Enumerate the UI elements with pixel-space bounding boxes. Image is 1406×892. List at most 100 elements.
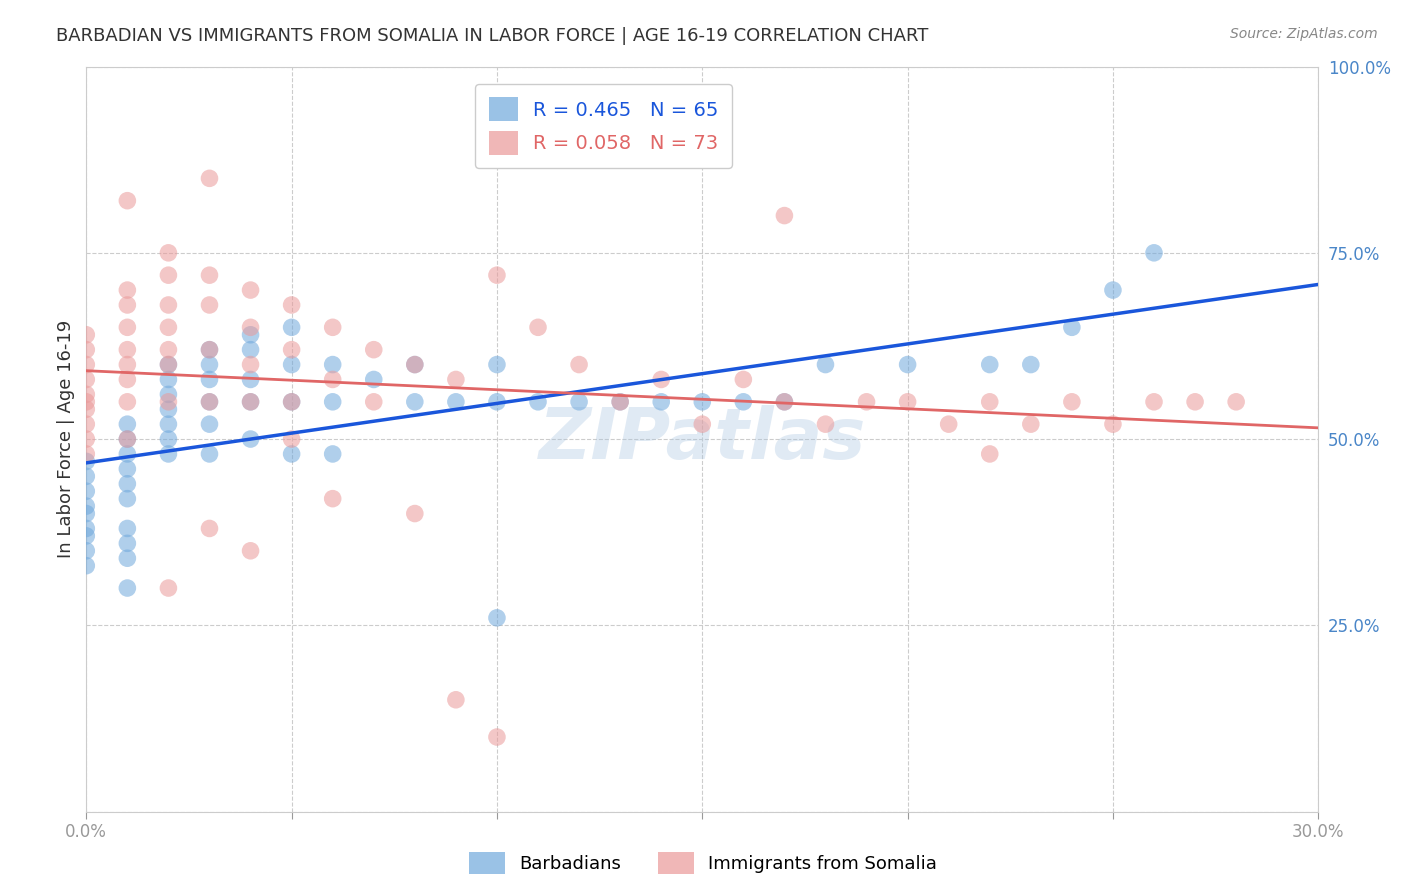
Immigrants from Somalia (1184, 394, 1206, 409)
Immigrants from Somalia (650, 372, 672, 386)
Immigrants from Somalia (75, 358, 97, 372)
Legend: Barbadians, Immigrants from Somalia: Barbadians, Immigrants from Somalia (460, 843, 946, 883)
Immigrants from Somalia (444, 372, 467, 386)
Barbadians (773, 394, 796, 409)
Barbadians (814, 358, 837, 372)
Barbadians (198, 372, 221, 386)
Immigrants from Somalia (855, 394, 877, 409)
Immigrants from Somalia (198, 521, 221, 535)
Barbadians (404, 394, 426, 409)
Barbadians (322, 394, 344, 409)
Immigrants from Somalia (280, 298, 302, 312)
Immigrants from Somalia (363, 394, 385, 409)
Immigrants from Somalia (117, 432, 139, 446)
Barbadians (157, 402, 180, 417)
Immigrants from Somalia (609, 394, 631, 409)
Barbadians (75, 543, 97, 558)
Barbadians (322, 447, 344, 461)
Immigrants from Somalia (75, 394, 97, 409)
Immigrants from Somalia (485, 268, 508, 282)
Immigrants from Somalia (239, 394, 262, 409)
Barbadians (117, 476, 139, 491)
Immigrants from Somalia (75, 417, 97, 432)
Barbadians (117, 491, 139, 506)
Barbadians (485, 611, 508, 625)
Barbadians (239, 372, 262, 386)
Immigrants from Somalia (198, 298, 221, 312)
Immigrants from Somalia (239, 543, 262, 558)
Barbadians (280, 358, 302, 372)
Immigrants from Somalia (157, 245, 180, 260)
Barbadians (1060, 320, 1083, 334)
Immigrants from Somalia (75, 372, 97, 386)
Barbadians (609, 394, 631, 409)
Barbadians (157, 432, 180, 446)
Immigrants from Somalia (239, 283, 262, 297)
Barbadians (897, 358, 920, 372)
Barbadians (75, 499, 97, 513)
Barbadians (75, 484, 97, 499)
Barbadians (239, 432, 262, 446)
Immigrants from Somalia (527, 320, 550, 334)
Barbadians (198, 394, 221, 409)
Immigrants from Somalia (979, 447, 1001, 461)
Immigrants from Somalia (363, 343, 385, 357)
Immigrants from Somalia (280, 432, 302, 446)
Text: Source: ZipAtlas.com: Source: ZipAtlas.com (1230, 27, 1378, 41)
Barbadians (157, 417, 180, 432)
Immigrants from Somalia (814, 417, 837, 432)
Immigrants from Somalia (117, 343, 139, 357)
Immigrants from Somalia (444, 693, 467, 707)
Barbadians (75, 529, 97, 543)
Immigrants from Somalia (773, 209, 796, 223)
Immigrants from Somalia (157, 581, 180, 595)
Barbadians (198, 358, 221, 372)
Immigrants from Somalia (117, 194, 139, 208)
Barbadians (1143, 245, 1166, 260)
Immigrants from Somalia (773, 394, 796, 409)
Immigrants from Somalia (239, 358, 262, 372)
Barbadians (650, 394, 672, 409)
Barbadians (322, 358, 344, 372)
Barbadians (485, 394, 508, 409)
Barbadians (198, 417, 221, 432)
Immigrants from Somalia (117, 283, 139, 297)
Barbadians (117, 521, 139, 535)
Immigrants from Somalia (280, 343, 302, 357)
Immigrants from Somalia (117, 394, 139, 409)
Immigrants from Somalia (75, 447, 97, 461)
Barbadians (157, 387, 180, 401)
Immigrants from Somalia (1060, 394, 1083, 409)
Barbadians (485, 358, 508, 372)
Barbadians (404, 358, 426, 372)
Immigrants from Somalia (157, 394, 180, 409)
Immigrants from Somalia (938, 417, 960, 432)
Immigrants from Somalia (198, 171, 221, 186)
Barbadians (75, 558, 97, 573)
Barbadians (117, 581, 139, 595)
Text: ZIPatlas: ZIPatlas (538, 405, 866, 474)
Barbadians (75, 521, 97, 535)
Barbadians (239, 394, 262, 409)
Barbadians (239, 343, 262, 357)
Barbadians (117, 447, 139, 461)
Barbadians (280, 320, 302, 334)
Barbadians (444, 394, 467, 409)
Immigrants from Somalia (1019, 417, 1042, 432)
Barbadians (1102, 283, 1125, 297)
Barbadians (157, 447, 180, 461)
Immigrants from Somalia (485, 730, 508, 744)
Immigrants from Somalia (690, 417, 713, 432)
Barbadians (117, 536, 139, 550)
Immigrants from Somalia (733, 372, 755, 386)
Immigrants from Somalia (404, 507, 426, 521)
Immigrants from Somalia (198, 268, 221, 282)
Immigrants from Somalia (979, 394, 1001, 409)
Immigrants from Somalia (117, 372, 139, 386)
Immigrants from Somalia (198, 343, 221, 357)
Immigrants from Somalia (239, 320, 262, 334)
Barbadians (157, 372, 180, 386)
Barbadians (280, 447, 302, 461)
Barbadians (363, 372, 385, 386)
Barbadians (690, 394, 713, 409)
